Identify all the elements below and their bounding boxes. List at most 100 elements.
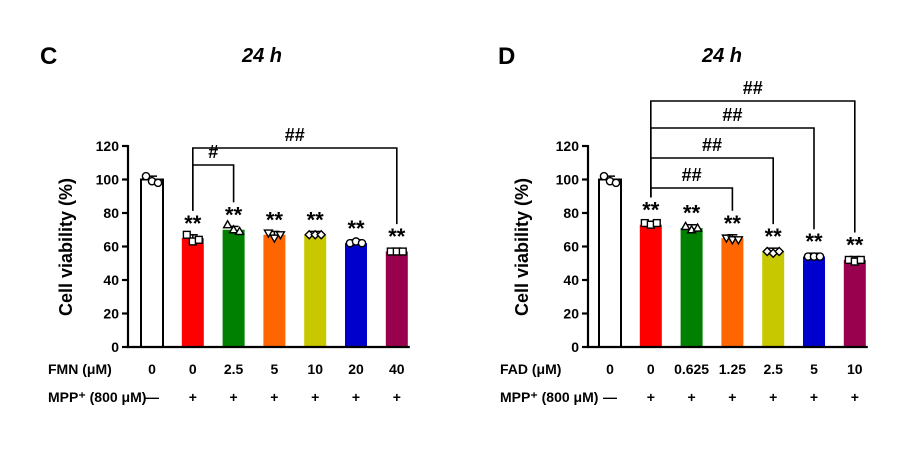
bar <box>803 256 825 347</box>
y-tick-label: 40 <box>103 272 119 288</box>
data-point <box>599 171 609 181</box>
chart-title: 24 h <box>701 45 742 67</box>
data-point <box>263 229 274 239</box>
comparison-bracket <box>192 147 398 225</box>
y-tick-label: 80 <box>103 205 119 221</box>
significance-stars: ** <box>307 207 325 232</box>
data-point <box>228 224 239 234</box>
mpp-row-label: MPP⁺ (800 μM) <box>500 389 598 405</box>
panel-label: D <box>498 43 515 70</box>
significance-stars: ** <box>683 201 701 226</box>
data-point <box>680 220 691 231</box>
y-tick-label: 100 <box>96 172 120 188</box>
data-point <box>182 230 191 239</box>
panel-label: C <box>40 43 57 70</box>
y-axis-label: Cell viability (%) <box>56 178 76 316</box>
data-point <box>652 218 661 228</box>
y-axis-label: Cell viability (%) <box>512 178 532 316</box>
y-tick-label: 80 <box>563 205 579 221</box>
significance-stars: ** <box>347 216 365 241</box>
data-point <box>733 236 744 246</box>
data-point <box>815 252 825 261</box>
data-point <box>222 219 233 229</box>
bar <box>843 259 866 347</box>
comparison-label: ## <box>722 105 742 125</box>
bar <box>680 228 703 347</box>
x-category-label: 40 <box>389 361 405 377</box>
bar <box>639 224 662 347</box>
mpp-row-value: + <box>352 389 360 405</box>
x-category-label: 2.5 <box>763 361 783 377</box>
bar <box>345 243 367 347</box>
bar <box>181 238 204 347</box>
y-tick-label: 0 <box>571 339 579 355</box>
data-point <box>774 246 785 257</box>
mpp-row-value: + <box>189 389 197 405</box>
data-point <box>234 226 245 236</box>
mpp-row-value: + <box>688 389 696 405</box>
comparison-bracket <box>649 157 775 225</box>
mpp-row-value: — <box>145 389 159 405</box>
mpp-row-value: — <box>603 389 617 405</box>
x-category-label: 0 <box>647 361 655 377</box>
x-category-label: 10 <box>847 361 863 377</box>
mpp-row-label: MPP⁺ (800 μM) <box>48 389 146 405</box>
y-tick-label: 120 <box>556 138 580 154</box>
mpp-row-value: + <box>393 389 401 405</box>
bar <box>263 234 286 347</box>
data-point <box>316 229 327 240</box>
significance-stars: ** <box>388 224 406 249</box>
x-category-label: 2.5 <box>224 361 244 377</box>
bar <box>762 251 785 347</box>
comparison-label: ## <box>285 125 305 145</box>
bar <box>140 178 164 348</box>
mpp-row-value: + <box>230 389 238 405</box>
data-point <box>275 231 286 241</box>
x-category-label: 20 <box>348 361 364 377</box>
x-category-label: 1.25 <box>719 361 746 377</box>
data-point <box>357 238 367 248</box>
treatment-row-label: FMN (μM) <box>48 361 112 377</box>
data-point <box>269 234 280 244</box>
x-category-label: 5 <box>810 361 818 377</box>
x-category-label: 0 <box>148 361 156 377</box>
y-tick-label: 60 <box>563 239 579 255</box>
significance-stars: ** <box>642 197 660 222</box>
mpp-row-value: + <box>270 389 278 405</box>
significance-stars: ** <box>846 233 864 258</box>
comparison-bracket <box>649 100 856 233</box>
comparison-label: ## <box>743 78 763 98</box>
mpp-row-value: + <box>810 389 818 405</box>
significance-stars: ** <box>266 207 284 232</box>
data-point <box>611 178 621 188</box>
data-point <box>141 171 151 181</box>
treatment-row-label: FAD (μM) <box>500 361 561 377</box>
mpp-row-value: + <box>311 389 319 405</box>
mpp-row-value: + <box>647 389 655 405</box>
data-point <box>727 236 738 246</box>
y-tick-label: 60 <box>103 239 119 255</box>
bar <box>721 238 744 347</box>
comparison-label: ## <box>702 135 722 155</box>
significance-stars: ** <box>184 211 202 236</box>
x-category-label: 5 <box>271 361 279 377</box>
mpp-row-value: + <box>769 389 777 405</box>
bar <box>385 251 408 347</box>
mpp-row-value: + <box>851 389 859 405</box>
significance-stars: ** <box>765 224 783 249</box>
bar <box>304 234 327 347</box>
x-category-label: 0.625 <box>674 361 709 377</box>
chart-title: 24 h <box>241 45 282 67</box>
data-point <box>692 222 703 232</box>
y-tick-label: 20 <box>103 306 119 322</box>
bar <box>222 229 245 347</box>
x-category-label: 0 <box>189 361 197 377</box>
significance-stars: ** <box>724 211 742 236</box>
y-tick-label: 40 <box>563 272 579 288</box>
significance-stars: ** <box>805 229 823 254</box>
x-category-label: 0 <box>606 361 614 377</box>
comparison-label: ## <box>682 165 702 185</box>
data-point <box>856 255 865 265</box>
